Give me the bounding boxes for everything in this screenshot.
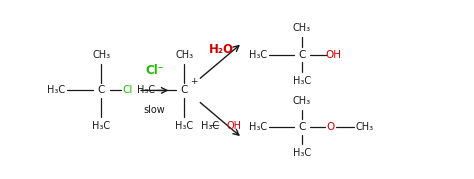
Text: CH₃: CH₃ bbox=[355, 122, 373, 132]
Text: CH₃: CH₃ bbox=[292, 23, 311, 33]
Text: H₃C: H₃C bbox=[249, 122, 267, 132]
Text: C: C bbox=[181, 85, 188, 95]
Text: H₃C: H₃C bbox=[137, 85, 155, 95]
Text: +: + bbox=[190, 77, 198, 86]
Text: H₃C: H₃C bbox=[46, 85, 65, 95]
Text: C: C bbox=[298, 50, 305, 60]
Text: C: C bbox=[298, 122, 305, 132]
Text: CH₃: CH₃ bbox=[175, 50, 193, 60]
Text: H₃C: H₃C bbox=[292, 148, 311, 158]
Text: H₃C: H₃C bbox=[292, 76, 311, 86]
Text: O: O bbox=[326, 122, 335, 132]
Text: H₃C: H₃C bbox=[249, 50, 267, 60]
Text: slow: slow bbox=[144, 105, 165, 115]
Text: CH₃: CH₃ bbox=[92, 50, 110, 60]
Text: Cl⁻: Cl⁻ bbox=[145, 64, 164, 77]
Text: —: — bbox=[209, 120, 219, 130]
Text: H₃C: H₃C bbox=[92, 121, 110, 131]
Text: OH: OH bbox=[325, 50, 341, 60]
Text: CH₃: CH₃ bbox=[292, 96, 311, 106]
Text: H₃C: H₃C bbox=[175, 121, 193, 131]
Text: H₃C: H₃C bbox=[201, 120, 219, 130]
Text: Cl: Cl bbox=[122, 85, 132, 95]
Text: H₂O: H₂O bbox=[209, 43, 234, 56]
Text: C: C bbox=[98, 85, 105, 95]
Text: OH: OH bbox=[227, 120, 242, 130]
